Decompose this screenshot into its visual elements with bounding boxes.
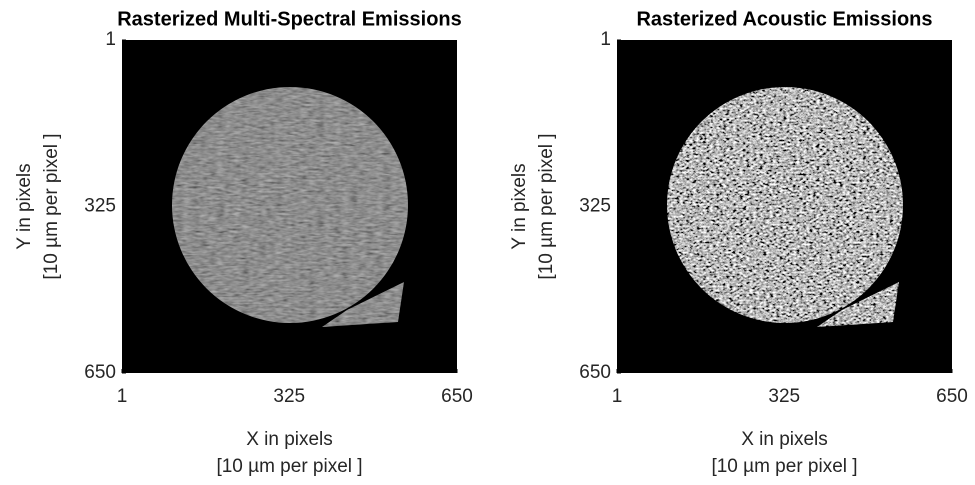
- y-axis-label: [10 µm per pixel ]: [536, 133, 557, 279]
- y-tick-label: 325: [579, 195, 611, 216]
- image-panel: [617, 40, 952, 373]
- x-tick-label: 650: [936, 386, 968, 407]
- emission-texture: [667, 87, 903, 327]
- y-axis-label: Y in pixels: [14, 163, 35, 249]
- x-axis-label: [10 µm per pixel ]: [711, 456, 857, 477]
- y-axis-label: Y in pixels: [509, 163, 530, 249]
- y-tick-label: 1: [105, 29, 116, 50]
- y-axis-label: [10 µm per pixel ]: [41, 133, 62, 279]
- x-axis-label: X in pixels: [741, 429, 828, 450]
- x-tick-label: 1: [612, 386, 623, 407]
- x-axis-label: X in pixels: [246, 429, 333, 450]
- chart-title: Rasterized Acoustic Emissions: [636, 8, 932, 30]
- y-tick-label: 1: [600, 29, 611, 50]
- x-axis-label: [10 µm per pixel ]: [216, 456, 362, 477]
- image-panel: [122, 40, 457, 373]
- emission-texture: [172, 87, 408, 327]
- x-tick-label: 650: [441, 386, 473, 407]
- y-tick-label: 325: [84, 195, 116, 216]
- y-tick-label: 650: [579, 362, 611, 383]
- x-tick-label: 325: [273, 386, 305, 407]
- chart-title: Rasterized Multi-Spectral Emissions: [117, 8, 462, 30]
- x-tick-label: 325: [768, 386, 800, 407]
- y-tick-label: 650: [84, 362, 116, 383]
- x-tick-label: 1: [117, 386, 128, 407]
